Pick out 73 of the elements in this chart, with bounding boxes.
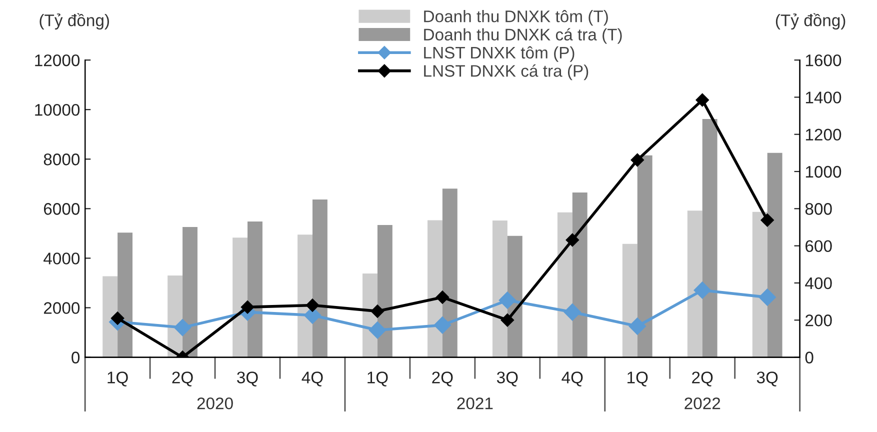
x-tick-label: 2Q — [692, 372, 713, 386]
legend-label: Doanh thu DNXK tôm (T) — [424, 10, 608, 26]
legend-label: Doanh thu DNXK cá tra (T) — [424, 28, 622, 44]
bar — [637, 155, 652, 358]
x-tick-label: 2Q — [172, 372, 193, 386]
bar — [428, 220, 442, 358]
bar — [232, 238, 248, 358]
bar — [102, 276, 118, 358]
point — [436, 290, 450, 304]
point — [500, 314, 514, 327]
y2-tick-label: 1200 — [806, 128, 842, 141]
bar — [752, 212, 768, 358]
x-tick-label: 3Q — [237, 372, 258, 386]
bar — [622, 244, 638, 358]
point — [694, 282, 711, 299]
point — [760, 214, 774, 227]
y2-tick-label: 200 — [806, 314, 832, 326]
bar — [557, 212, 572, 358]
y-tick-label: 12000 — [35, 54, 80, 66]
point — [564, 304, 581, 321]
bar — [492, 220, 508, 358]
point — [566, 233, 579, 247]
point — [240, 300, 254, 314]
y2-tick-label: 0 — [805, 352, 814, 364]
bar — [687, 210, 702, 358]
x-tick-label: 1Q — [368, 372, 388, 386]
bar — [442, 188, 458, 358]
y2-tick-label: 1600 — [806, 54, 842, 66]
text: 2022 — [684, 397, 720, 410]
point — [368, 322, 386, 339]
y2-tick-label: 400 — [805, 277, 832, 290]
point — [758, 288, 776, 306]
text: 2021 — [457, 397, 493, 410]
point — [174, 318, 192, 336]
x-tick-label: 4Q — [302, 372, 323, 386]
point — [498, 292, 516, 309]
x-tick-label: 2Q — [432, 372, 453, 386]
bar — [312, 199, 328, 358]
bar — [377, 225, 392, 358]
y2-tick-label: 600 — [806, 240, 832, 252]
y2-tick-label: 1400 — [806, 92, 842, 104]
bar — [248, 222, 262, 358]
point — [630, 153, 644, 167]
bar — [182, 226, 198, 358]
point — [696, 93, 709, 107]
y2-tick-label: 1000 — [806, 166, 842, 178]
point — [628, 318, 646, 335]
x-tick-label: 1Q — [108, 372, 128, 386]
bar — [118, 232, 133, 358]
y-tick-label: 8000 — [44, 154, 80, 166]
point — [370, 304, 384, 318]
y-tick-label: 6000 — [44, 203, 80, 215]
y2-tick-label: 800 — [805, 203, 832, 215]
point — [434, 316, 451, 334]
point — [110, 312, 124, 325]
legend-label: LNST DNXK cá tra (P) — [424, 64, 588, 80]
point — [306, 298, 320, 312]
y-tick-label: 2000 — [44, 302, 80, 314]
x-tick-label: 3Q — [756, 372, 778, 386]
x-tick-label: 3Q — [496, 372, 518, 386]
bar — [767, 152, 782, 358]
bar — [298, 234, 312, 358]
y-tick-label: 4000 — [44, 252, 80, 264]
y-tick-label: 0 — [72, 352, 80, 364]
legend-label: LNST DNXK tôm (P) — [424, 46, 574, 62]
y-axis-title: (Tỷ đồng) — [40, 13, 109, 30]
y-tick-label: 10000 — [35, 104, 80, 116]
text: 2020 — [197, 397, 233, 410]
x-tick-label: 4Q — [562, 372, 583, 386]
bar — [572, 192, 588, 358]
bar — [702, 118, 718, 358]
y2-axis-title: (Tỷ đồng) — [776, 13, 846, 30]
x-tick-label: 1Q — [628, 372, 648, 386]
